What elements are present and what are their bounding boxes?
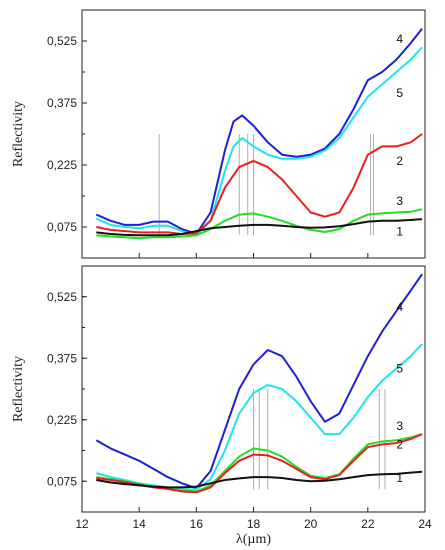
series-label-2: 2 xyxy=(396,154,403,168)
y-tick-label: 0,225 xyxy=(47,158,77,172)
series-label-3: 3 xyxy=(396,419,403,433)
series-label-4: 4 xyxy=(396,300,403,314)
series-line-1 xyxy=(96,218,423,237)
x-tick-label: 12 xyxy=(75,517,89,531)
bottom-panel: 0,075 0,225 0,375 0,525 12 14 16 18 20 22 24 4 5 3 2 1 R… xyxy=(11,265,432,547)
series-line-5 xyxy=(96,343,423,491)
series-label-2: 2 xyxy=(396,437,403,451)
y-tick-label: 0,375 xyxy=(47,96,77,110)
y-tick-label: 0,375 xyxy=(47,351,77,365)
series-label-4: 4 xyxy=(396,32,403,46)
series-label-1: 1 xyxy=(396,224,403,238)
series-label-5: 5 xyxy=(396,362,403,376)
series-label-5: 5 xyxy=(396,86,403,100)
x-tick-label: 24 xyxy=(418,517,432,531)
series-line-1 xyxy=(96,470,423,489)
x-tick-label: 14 xyxy=(132,517,146,531)
series-line-4 xyxy=(95,273,423,490)
series-line-2 xyxy=(96,133,423,235)
y-tick-label: 0,075 xyxy=(47,474,77,488)
series-label-1: 1 xyxy=(396,471,403,485)
x-tick-label: 20 xyxy=(304,517,318,531)
y-tick-label: 0,225 xyxy=(47,413,77,427)
top-panel: 0,075 0,225 0,375 0,525 4 5 2 3 1 Reflectivity xyxy=(11,9,426,259)
series-line-3 xyxy=(96,208,423,240)
x-axis-label: λ(µm) xyxy=(236,532,271,547)
series-line-5 xyxy=(95,46,423,237)
y-axis-label: Reflectivity xyxy=(11,356,26,422)
y-tick-label: 0,525 xyxy=(47,290,77,304)
x-tick-label: 16 xyxy=(190,517,204,531)
series-label-3: 3 xyxy=(396,194,403,208)
y-axis-label: Reflectivity xyxy=(11,101,26,167)
series-line-4 xyxy=(95,27,423,235)
y-tick-label: 0,075 xyxy=(47,220,77,234)
x-tick-label: 18 xyxy=(247,517,261,531)
y-tick-label: 0,525 xyxy=(47,34,77,48)
x-tick-label: 22 xyxy=(361,517,375,531)
